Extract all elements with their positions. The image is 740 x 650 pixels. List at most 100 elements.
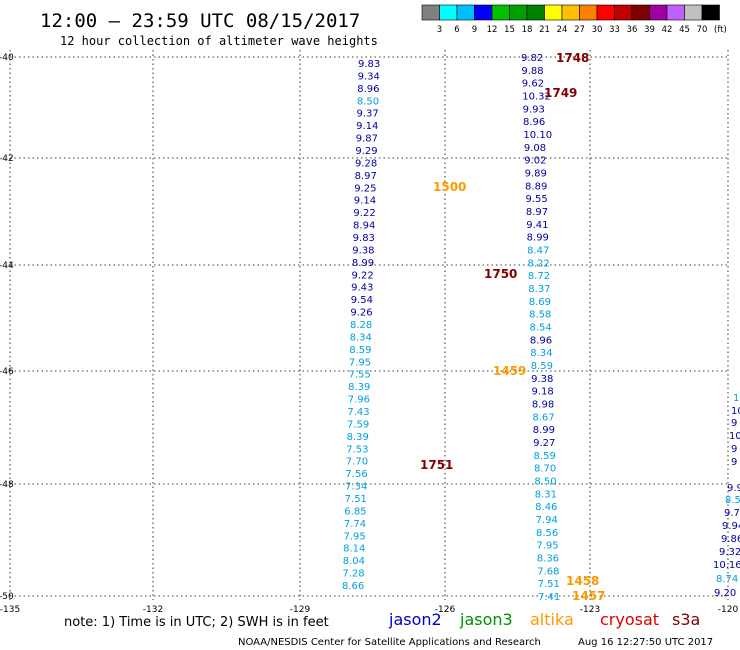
wave-height-right: 10.10 bbox=[523, 130, 552, 141]
wave-height-left: 8.99 bbox=[352, 258, 374, 269]
wave-height-edge: 8.74 bbox=[716, 574, 738, 585]
wave-height-right: 9.27 bbox=[533, 438, 555, 449]
wave-height-edge: 9.7 bbox=[724, 508, 740, 519]
colorbar-label: 9 bbox=[472, 25, 477, 35]
wave-height-right: 8.69 bbox=[529, 297, 551, 308]
wave-height-right: 9.93 bbox=[523, 104, 545, 115]
colorbar-swatch bbox=[491, 4, 510, 21]
wave-height-left: 9.87 bbox=[356, 134, 378, 145]
wave-height-left: 7.53 bbox=[346, 444, 368, 455]
pass-time-label: 1751 bbox=[420, 458, 453, 472]
wave-height-right: 9.02 bbox=[524, 156, 546, 167]
colorbar: 3 6 9 12 15 18 21 24 27 30 33 36 39 42 45 70 (ft) bbox=[421, 4, 727, 35]
wave-height-left: 7.70 bbox=[346, 457, 368, 468]
longitude-label: -126 bbox=[435, 605, 456, 615]
wave-height-left: 9.22 bbox=[353, 208, 375, 219]
colorbar-swatch bbox=[649, 4, 668, 21]
wave-height-left: 7.56 bbox=[345, 469, 367, 480]
wave-height-right: 9.55 bbox=[525, 194, 547, 205]
legend-cryosat: cryosat bbox=[600, 610, 659, 629]
map-grid bbox=[9, 50, 730, 600]
colorbar-label: 70 bbox=[697, 25, 708, 35]
wave-height-left: 9.37 bbox=[356, 109, 378, 120]
colorbar-label: 36 bbox=[627, 25, 638, 35]
wave-height-edge: 8.5 bbox=[725, 495, 740, 506]
colorbar-swatch bbox=[684, 4, 703, 21]
colorbar-swatch bbox=[701, 4, 720, 21]
wave-height-right: 8.72 bbox=[528, 271, 550, 282]
colorbar-swatch bbox=[631, 4, 650, 21]
colorbar-swatch bbox=[579, 4, 598, 21]
wave-height-left: 7.95 bbox=[349, 357, 371, 368]
wave-height-left: 9.34 bbox=[358, 71, 380, 82]
wave-height-right: 7.41 bbox=[538, 592, 560, 603]
wave-height-right: 10.32 bbox=[522, 92, 551, 103]
legend-s3a: s3a bbox=[672, 610, 700, 629]
wave-height-edge: 10 bbox=[731, 406, 740, 417]
colorbar-swatch bbox=[614, 4, 633, 21]
colorbar-swatch bbox=[421, 4, 440, 21]
wave-height-right: 9.88 bbox=[521, 66, 543, 77]
wave-height-edge: 9.9 bbox=[727, 483, 740, 494]
colorbar-swatch bbox=[439, 4, 458, 21]
wave-height-right: 8.70 bbox=[534, 464, 556, 475]
colorbar-label: 18 bbox=[522, 25, 533, 35]
satellite-legend: jason2 jason3 altika cryosat s3a bbox=[388, 610, 700, 629]
wave-height-right: 7.51 bbox=[538, 579, 560, 590]
wave-height-left: 8.04 bbox=[343, 556, 365, 567]
colorbar-unit: (ft) bbox=[714, 25, 727, 35]
latitude-label: -50 bbox=[0, 592, 14, 602]
wave-height-left: 9.14 bbox=[356, 121, 378, 132]
longitude-label: -123 bbox=[580, 605, 600, 615]
wave-height-left: 7.96 bbox=[348, 395, 370, 406]
wave-height-right: 9.08 bbox=[524, 143, 546, 154]
colorbar-label: 33 bbox=[609, 25, 620, 35]
longitude-label: -132 bbox=[143, 605, 163, 615]
longitude-label: -129 bbox=[290, 605, 311, 615]
colorbar-swatch bbox=[456, 4, 475, 21]
wave-height-edge: 9.94 bbox=[722, 521, 740, 532]
wave-height-right: 8.98 bbox=[532, 400, 554, 411]
pass-time-label: 1458 bbox=[566, 574, 599, 588]
colorbar-label: 6 bbox=[454, 25, 459, 35]
wave-height-right: 8.99 bbox=[533, 425, 555, 436]
wave-height-left: 8.66 bbox=[342, 581, 364, 592]
wave-height-left: 9.38 bbox=[352, 245, 374, 256]
legend-jason2: jason2 bbox=[388, 610, 442, 629]
wave-height-left: 9.28 bbox=[355, 158, 377, 169]
wave-height-edge: 9 bbox=[731, 444, 737, 455]
longitude-label: -120 bbox=[718, 605, 739, 615]
wave-height-left: 7.43 bbox=[347, 407, 369, 418]
colorbar-label: 39 bbox=[644, 25, 655, 35]
pass-time-label: 1457 bbox=[572, 589, 605, 603]
wave-height-right: 9.82 bbox=[521, 53, 543, 64]
wave-height-left: 8.50 bbox=[357, 96, 379, 107]
wave-height-left: 7.74 bbox=[344, 519, 366, 530]
wave-height-left: 8.96 bbox=[357, 84, 379, 95]
wave-height-edge: 10.16 bbox=[713, 560, 740, 571]
latitude-label: -46 bbox=[0, 367, 14, 377]
wave-height-right: 7.94 bbox=[536, 515, 558, 526]
colorbar-swatch bbox=[526, 4, 545, 21]
wave-height-left: 8.94 bbox=[353, 221, 375, 232]
pass-time-label: 1750 bbox=[484, 267, 517, 281]
wave-height-right: 8.31 bbox=[535, 489, 557, 500]
wave-height-edge: 1 bbox=[733, 393, 739, 404]
colorbar-swatch bbox=[596, 4, 615, 21]
colorbar-label: 45 bbox=[679, 25, 690, 35]
wave-height-right: 8.34 bbox=[530, 348, 552, 359]
latitude-label: -48 bbox=[0, 480, 14, 490]
colorbar-swatch bbox=[474, 4, 493, 21]
longitude-labels: -135 -132 -129 -126 -123 -120 bbox=[0, 605, 738, 615]
wave-height-left: 9.25 bbox=[354, 183, 376, 194]
wave-height-left: 9.83 bbox=[353, 233, 375, 244]
wave-height-left: 9.54 bbox=[351, 295, 373, 306]
wave-height-edge: 9 bbox=[731, 418, 737, 429]
wave-height-left: 9.43 bbox=[351, 283, 373, 294]
colorbar-swatch bbox=[561, 4, 580, 21]
wave-height-right: 8.99 bbox=[527, 233, 549, 244]
colorbar-swatch bbox=[666, 4, 685, 21]
wave-height-right: 9.89 bbox=[525, 169, 547, 180]
wave-height-left: 7.34 bbox=[345, 482, 367, 493]
wave-height-left: 8.39 bbox=[348, 382, 370, 393]
